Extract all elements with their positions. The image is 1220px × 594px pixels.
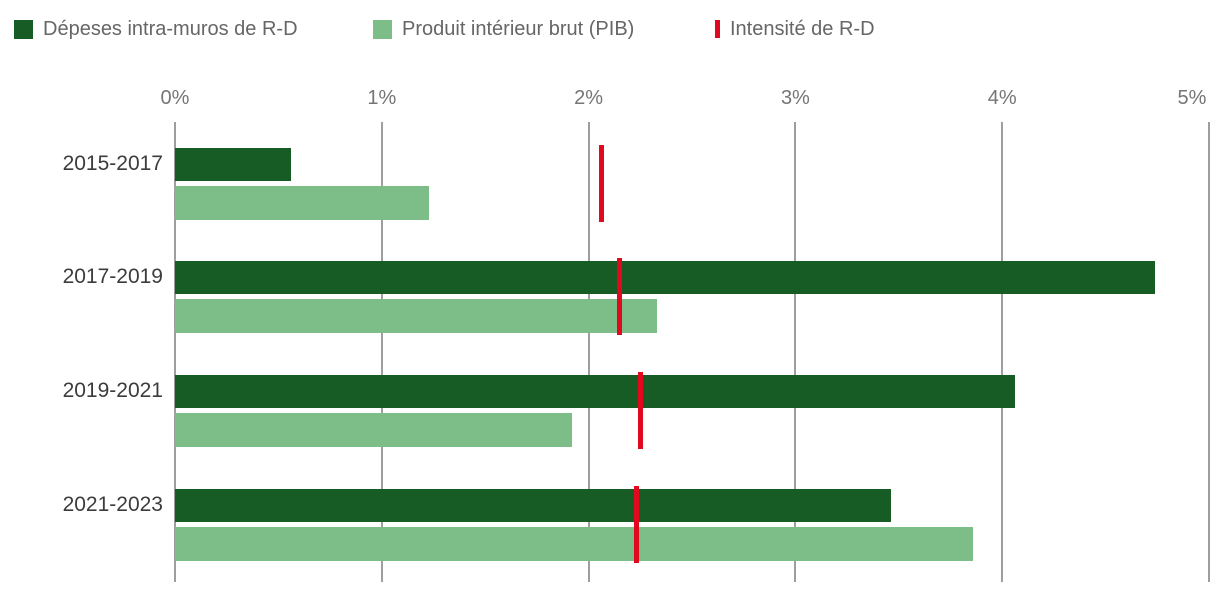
y-axis-category-label: 2019-2021 bbox=[62, 379, 163, 402]
legend-bar-swatch-icon bbox=[715, 20, 720, 38]
x-gridline bbox=[794, 122, 797, 582]
bar-gdp[interactable] bbox=[175, 527, 974, 561]
legend-label-gdp: Produit intérieur brut (PIB) bbox=[402, 18, 635, 40]
marker-rd-intensity[interactable] bbox=[637, 372, 643, 449]
bar-gerd[interactable] bbox=[175, 261, 1156, 294]
x-gridline bbox=[380, 122, 383, 582]
bar-gdp[interactable] bbox=[175, 186, 430, 220]
marker-rd-intensity[interactable] bbox=[633, 486, 639, 563]
y-axis-category-label: 2017-2019 bbox=[62, 265, 163, 288]
legend-item-gdp: Produit intérieur brut (PIB) bbox=[373, 17, 634, 41]
legend: Dépeses intra-muros de R-D Produit intér… bbox=[0, 0, 1220, 48]
x-axis-tick-label: 0% bbox=[160, 87, 190, 109]
bar-gdp[interactable] bbox=[175, 413, 573, 447]
x-axis-tick-label: 2% bbox=[574, 87, 604, 109]
legend-square-swatch-icon bbox=[14, 19, 33, 39]
legend-item-gerd: Dépeses intra-muros de R-D bbox=[14, 17, 298, 41]
bar-gerd[interactable] bbox=[175, 375, 1015, 408]
bar-gerd[interactable] bbox=[175, 148, 291, 181]
bar-gerd[interactable] bbox=[175, 489, 891, 522]
legend-square-swatch-icon bbox=[373, 19, 392, 39]
legend-label-gerd: Dépeses intra-muros de R-D bbox=[43, 18, 298, 40]
x-axis-tick-label: 1% bbox=[367, 87, 397, 109]
marker-rd-intensity[interactable] bbox=[617, 258, 623, 335]
x-gridline bbox=[1208, 122, 1210, 582]
x-axis-tick-label: 5% bbox=[1177, 87, 1207, 109]
y-axis-category-label: 2015-2017 bbox=[62, 152, 163, 175]
x-gridline bbox=[587, 122, 590, 582]
legend-label-rd-intensity: Intensité de R-D bbox=[730, 18, 875, 40]
legend-item-rd-intensity: Intensité de R-D bbox=[715, 17, 875, 41]
y-axis-category-label: 2021-2023 bbox=[62, 493, 163, 516]
bar-gdp[interactable] bbox=[175, 299, 657, 333]
x-axis-tick-label: 3% bbox=[780, 87, 810, 109]
marker-rd-intensity[interactable] bbox=[598, 145, 604, 222]
x-gridline bbox=[174, 122, 176, 582]
x-gridline bbox=[1001, 122, 1004, 582]
x-axis-tick-label: 4% bbox=[987, 87, 1017, 109]
